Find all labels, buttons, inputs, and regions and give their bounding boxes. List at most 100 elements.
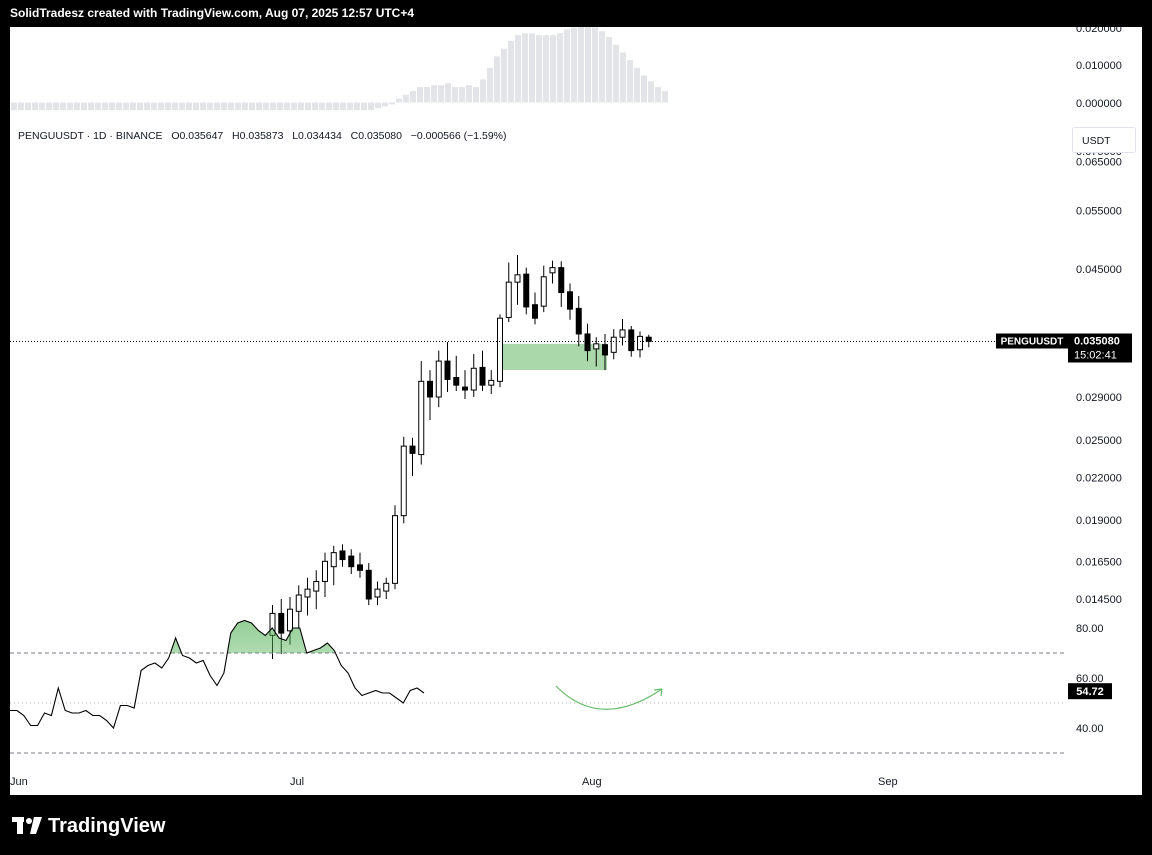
histogram-bar — [60, 102, 66, 111]
price-symbol-badge-text: PENGUUSDT — [1001, 337, 1064, 348]
candle-body — [593, 343, 600, 350]
candle-body — [339, 550, 346, 561]
histogram-bar — [193, 102, 199, 111]
price-axis-label: 0.019000 — [1076, 515, 1122, 527]
price-axis-label: 0.029000 — [1076, 392, 1122, 404]
histogram-bar — [11, 102, 17, 111]
histogram-bar — [480, 79, 486, 103]
histogram-bar — [396, 98, 402, 103]
histogram-bar — [270, 102, 276, 111]
histogram-bar — [144, 102, 150, 111]
histogram-bar — [536, 35, 542, 103]
candle-body — [584, 333, 591, 352]
histogram-bar — [501, 48, 507, 103]
histogram-bar — [95, 102, 101, 111]
histogram-bar — [487, 67, 493, 103]
histogram-bar — [354, 102, 360, 111]
histogram-bar — [508, 40, 514, 103]
chart-frame[interactable]: 0.0200000.0100000.0000000.0750000.065000… — [10, 27, 1142, 795]
chart-canvas[interactable]: 0.0200000.0100000.0000000.0750000.065000… — [10, 27, 1142, 795]
candle-body — [488, 379, 495, 386]
legend-open: O0.035647 — [171, 130, 224, 142]
histogram-bar — [298, 102, 304, 111]
legend-low: L0.034434 — [292, 130, 342, 142]
tradingview-logo-icon — [12, 817, 42, 835]
price-axis-label: 0.025000 — [1076, 435, 1122, 447]
histogram-bar — [39, 102, 45, 111]
rsi-badge-value: 54.72 — [1076, 686, 1104, 698]
histogram-bar — [515, 35, 521, 103]
candle-body — [374, 588, 381, 598]
candle-body — [497, 317, 503, 382]
candle-body — [514, 274, 521, 283]
time-axis-label: Jun — [10, 776, 28, 788]
histogram-bar — [102, 102, 108, 111]
candle-body — [523, 273, 530, 308]
histogram-bar — [361, 102, 367, 111]
histogram-bar — [123, 102, 129, 111]
rsi-axis-label: 80.00 — [1076, 623, 1104, 635]
rsi-curved-arrow — [555, 685, 663, 710]
candle-body — [567, 291, 573, 310]
candle-body — [365, 569, 372, 600]
histogram-bar — [53, 102, 59, 111]
candle-body — [392, 515, 398, 584]
currency-button[interactable]: USDT — [1072, 127, 1136, 153]
candle-body — [313, 580, 320, 592]
histogram-bar — [578, 27, 584, 103]
histogram-bar — [382, 102, 388, 107]
legend-change: −0.000566 (−1.59%) — [410, 130, 507, 142]
candle-body — [427, 380, 433, 398]
histogram-bar — [291, 102, 297, 111]
rsi-axis-label: 40.00 — [1076, 723, 1104, 735]
histogram-bar — [340, 102, 346, 111]
candle-body — [558, 267, 565, 294]
histogram-bar — [389, 102, 395, 105]
symbol-legend[interactable]: PENGUUSDT · 1D · BINANCE O0.035647 H0.03… — [18, 130, 507, 142]
histogram-bar — [249, 102, 255, 111]
histogram-bar — [235, 102, 241, 111]
histogram-bar — [319, 102, 325, 111]
legend-close: C0.035080 — [350, 130, 402, 142]
candle-body — [479, 366, 486, 386]
candle-body — [453, 377, 460, 386]
histogram-bar — [417, 87, 423, 103]
histogram-bar — [221, 102, 227, 111]
histogram-bar — [130, 102, 136, 111]
candle-body — [435, 360, 442, 398]
histogram-bar — [550, 35, 556, 103]
candle-body — [645, 336, 652, 342]
candle-body — [532, 304, 538, 319]
candle-body — [357, 564, 363, 571]
histogram-bar — [172, 102, 178, 111]
support-zone-layer — [498, 343, 607, 371]
histogram-bar — [263, 102, 269, 111]
histogram-bar — [655, 87, 661, 103]
histogram-bar — [606, 37, 612, 103]
histogram-bar — [368, 102, 374, 111]
time-axis-label: Sep — [878, 776, 898, 788]
price-axis-label: 0.016500 — [1076, 556, 1122, 568]
histogram-bar — [74, 102, 80, 111]
candle-body — [330, 552, 337, 568]
price-badge-value: 0.035080 — [1074, 336, 1120, 348]
histogram-bar — [200, 102, 206, 111]
histogram-bar — [403, 94, 409, 103]
histogram-bar — [431, 85, 437, 103]
legend-high: H0.035873 — [232, 130, 284, 142]
rsi-line — [10, 619, 425, 730]
histogram-bar — [627, 60, 633, 103]
histogram-bar — [207, 102, 213, 111]
histogram-bar — [256, 102, 262, 111]
price-axis-label: 0.065000 — [1076, 157, 1122, 169]
candle-body — [540, 276, 547, 307]
candle-body — [505, 281, 512, 318]
candle-body — [628, 329, 635, 352]
histogram-bar — [242, 102, 248, 111]
candle-body — [610, 336, 617, 353]
legend-exchange: BINANCE — [115, 130, 163, 142]
rsi-overbought-fill — [10, 620, 424, 653]
histogram-bar — [564, 29, 570, 103]
support-zone — [498, 343, 607, 371]
candle-body — [295, 594, 302, 612]
